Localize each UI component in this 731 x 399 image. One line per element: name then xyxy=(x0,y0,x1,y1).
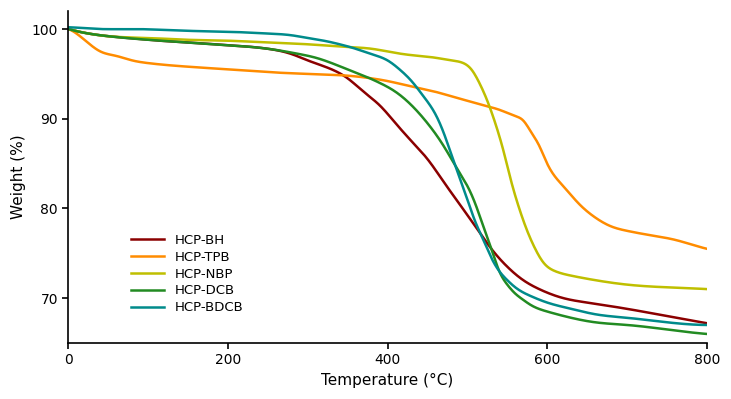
HCP-BH xyxy=(613,305,622,310)
HCP-DCB xyxy=(64,27,73,32)
HCP-BDCB xyxy=(613,314,622,319)
HCP-BH xyxy=(103,34,112,39)
HCP-BDCB xyxy=(471,219,480,223)
HCP-BDCB xyxy=(548,302,557,306)
HCP-NBP xyxy=(64,27,73,32)
HCP-BH xyxy=(471,223,480,228)
HCP-DCB xyxy=(435,136,444,141)
HCP-DCB xyxy=(471,201,480,205)
HCP-NBP xyxy=(452,59,461,63)
HCP-TPB xyxy=(452,95,461,100)
HCP-BDCB xyxy=(435,119,444,124)
HCP-TPB xyxy=(435,91,444,95)
HCP-NBP xyxy=(103,34,112,39)
HCP-BH xyxy=(702,321,711,326)
Line: HCP-BH: HCP-BH xyxy=(69,29,707,323)
HCP-BDCB xyxy=(103,27,112,32)
HCP-NBP xyxy=(548,268,557,273)
HCP-BH xyxy=(452,197,461,201)
Line: HCP-TPB: HCP-TPB xyxy=(69,29,707,249)
HCP-BDCB xyxy=(64,25,73,30)
HCP-DCB xyxy=(548,311,557,316)
HCP-TPB xyxy=(103,51,112,56)
HCP-TPB xyxy=(702,246,711,251)
HCP-BH xyxy=(64,27,73,32)
HCP-NBP xyxy=(702,287,711,292)
HCP-NBP xyxy=(471,73,480,77)
Line: HCP-NBP: HCP-NBP xyxy=(69,29,707,289)
X-axis label: Temperature (°C): Temperature (°C) xyxy=(322,373,454,388)
HCP-TPB xyxy=(64,27,73,32)
HCP-DCB xyxy=(613,322,622,327)
Line: HCP-DCB: HCP-DCB xyxy=(69,29,707,334)
Y-axis label: Weight (%): Weight (%) xyxy=(11,135,26,219)
HCP-DCB xyxy=(103,34,112,39)
Legend: HCP-BH, HCP-TPB, HCP-NBP, HCP-DCB, HCP-BDCB: HCP-BH, HCP-TPB, HCP-NBP, HCP-DCB, HCP-B… xyxy=(126,228,249,320)
HCP-BH xyxy=(548,292,557,297)
HCP-DCB xyxy=(452,164,461,169)
HCP-NBP xyxy=(613,281,622,286)
HCP-BDCB xyxy=(702,322,711,327)
HCP-TPB xyxy=(548,171,557,176)
HCP-BDCB xyxy=(452,165,461,170)
HCP-NBP xyxy=(435,56,444,61)
HCP-TPB xyxy=(613,226,622,231)
HCP-TPB xyxy=(471,101,480,105)
Line: HCP-BDCB: HCP-BDCB xyxy=(69,27,707,325)
HCP-BH xyxy=(435,173,444,178)
HCP-DCB xyxy=(702,332,711,336)
